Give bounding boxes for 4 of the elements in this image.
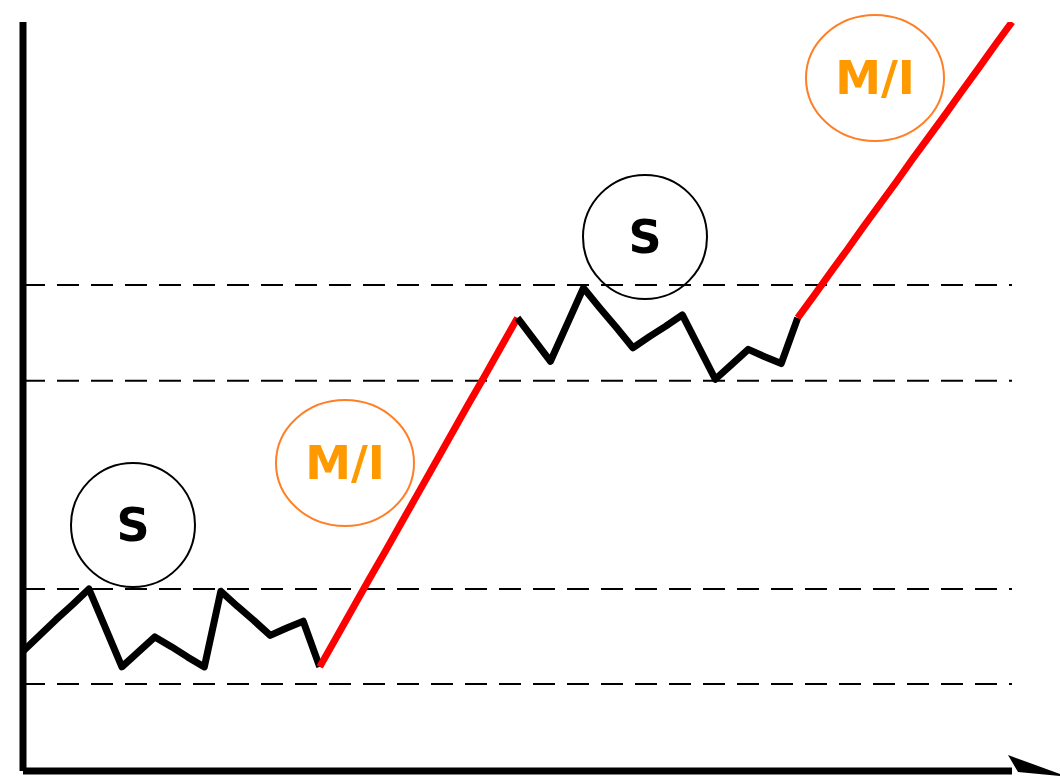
- annotation: S: [116, 498, 150, 552]
- annotation: M/I: [835, 51, 915, 105]
- annotation: S: [628, 210, 662, 264]
- annotation: M/I: [305, 436, 385, 490]
